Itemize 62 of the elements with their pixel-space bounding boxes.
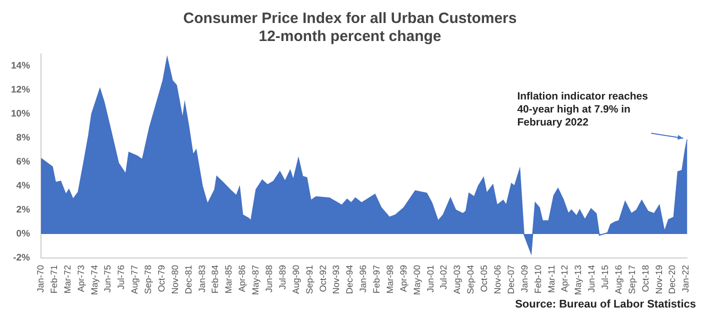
x-tick-label: Aug-16 [613, 264, 624, 294]
x-tick-label: Jun-14 [586, 264, 597, 293]
y-tick-label: 2% [16, 204, 31, 216]
x-tick-label: Dec-81 [183, 264, 194, 294]
y-tick-label: 6% [16, 156, 31, 168]
x-tick-label: Apr-99 [398, 264, 408, 292]
y-tick-label: 14% [11, 60, 31, 72]
x-tick-label: Sep-91 [304, 264, 314, 294]
x-tick-label: Jan-96 [358, 264, 368, 293]
x-tick-label: Jun-88 [264, 264, 274, 293]
y-tick-label: 10% [11, 108, 31, 120]
x-tick-label: Jan-22 [680, 264, 691, 293]
x-tick-label: Apr-12 [560, 264, 570, 292]
chart-title: Consumer Price Index for all Urban Customers [183, 10, 517, 28]
x-tick-label: Jan-83 [196, 264, 207, 293]
x-tick-label: Feb-71 [48, 264, 59, 294]
x-tick-label: Mar-72 [62, 264, 72, 294]
x-tick-label: Mar-11 [546, 264, 556, 293]
x-tick-label: Jul-76 [116, 264, 126, 290]
x-tick-label: Feb-84 [210, 264, 220, 294]
x-tick-label: Oct-18 [640, 264, 650, 292]
y-tick-label: 0% [16, 228, 31, 240]
x-tick-label: Mar-85 [224, 264, 234, 294]
x-tick-label: Oct-92 [318, 264, 328, 292]
x-tick-label: Nov-93 [331, 264, 342, 294]
x-tick-label: Nov-80 [170, 264, 180, 294]
x-tick-label: Jan-09 [519, 264, 530, 293]
x-tick-label: Oct-05 [479, 264, 490, 292]
x-tick-label: May-00 [412, 264, 422, 296]
x-tick-label: Sep-04 [466, 264, 476, 294]
x-tick-label: Mar-98 [384, 264, 395, 294]
x-tick-label: Nov-19 [654, 264, 664, 294]
x-tick-label: Jun-01 [425, 264, 436, 293]
x-tick-label: Apr-73 [76, 264, 86, 292]
y-tick-label: 4% [16, 180, 31, 192]
x-tick-label: May-74 [89, 264, 100, 296]
x-tick-label: Aug-03 [452, 264, 462, 294]
y-tick-label: 8% [16, 132, 31, 144]
chart-subtitle: 12-month percent change [258, 28, 442, 46]
source-note: Source: Bureau of Labor Statistics [515, 298, 696, 311]
y-tick-label: 12% [11, 84, 31, 96]
x-tick-label: Feb-97 [372, 264, 382, 294]
x-tick-label: Aug-77 [130, 264, 140, 294]
x-tick-label: Aug-90 [290, 264, 301, 294]
y-tick-label: -2% [13, 252, 31, 264]
x-tick-label: Apr-86 [237, 264, 248, 292]
x-tick-label: Jul-89 [277, 264, 288, 290]
x-tick-label: Jul-15 [600, 264, 610, 290]
x-tick-label: May-87 [250, 264, 261, 296]
x-tick-label: Jul-02 [438, 264, 449, 290]
x-tick-label: Oct-79 [156, 264, 166, 292]
annotation: Inflation indicator reaches 40-year high at 7.9% in February 2022 [517, 90, 648, 128]
x-tick-label: Dec-20 [667, 264, 678, 294]
x-tick-label: Jun-75 [102, 264, 113, 293]
x-tick-label: May-13 [573, 264, 584, 296]
x-tick-label: Dec-07 [506, 264, 516, 294]
x-tick-label: Dec-94 [344, 264, 355, 294]
x-tick-label: Jan-70 [36, 264, 46, 293]
x-tick-label: Sep-78 [143, 264, 154, 294]
x-tick-label: Feb-10 [532, 264, 543, 294]
x-tick-label: Nov-06 [492, 264, 502, 294]
x-tick-label: Sep-17 [626, 264, 637, 294]
